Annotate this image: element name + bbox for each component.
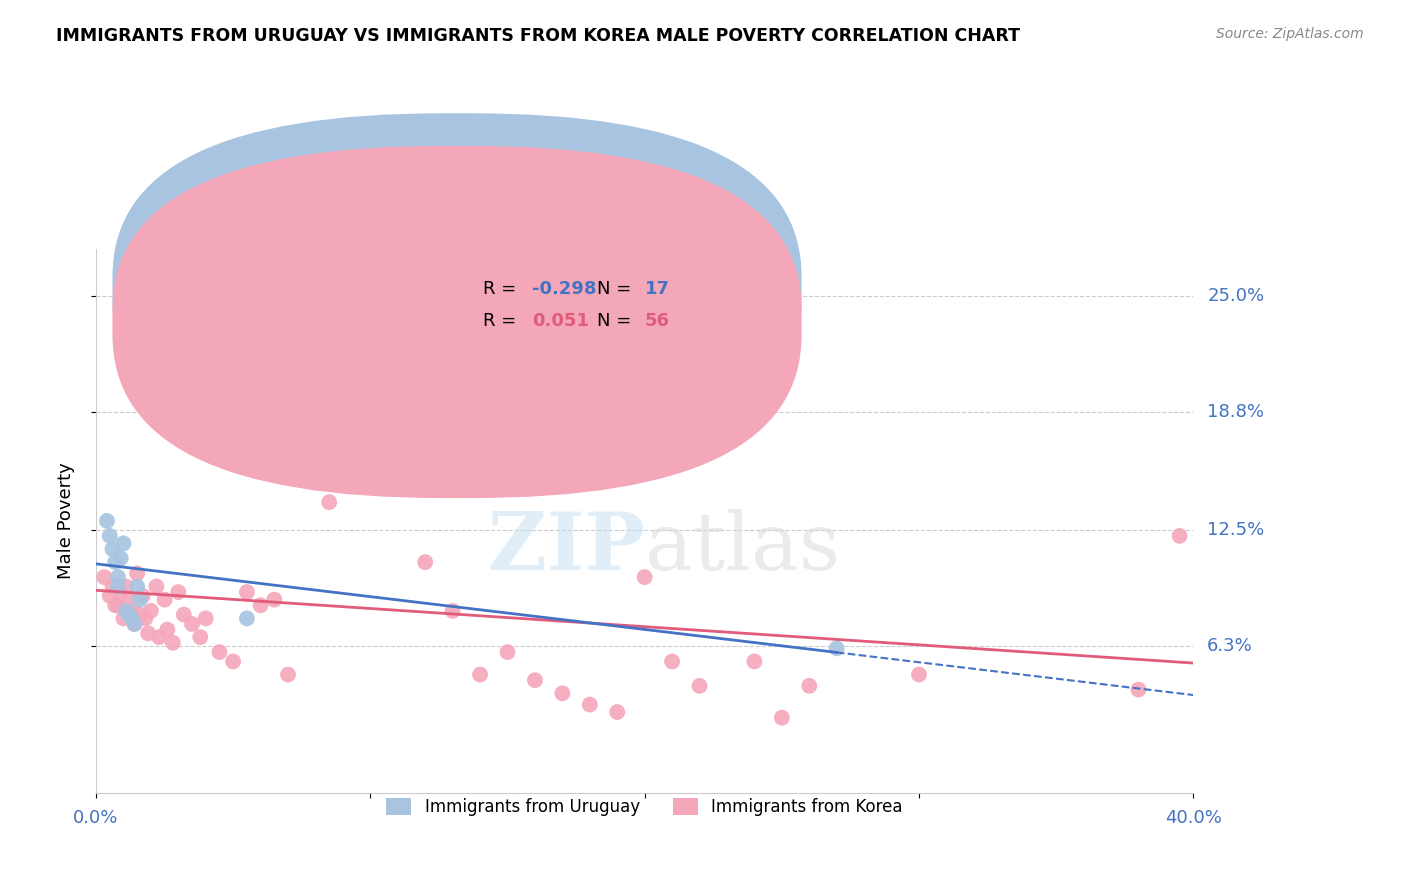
Text: 56: 56: [645, 312, 669, 330]
Point: [346, 392, 368, 406]
Point: [134, 611, 156, 625]
Point: [318, 495, 340, 509]
Point: [208, 645, 231, 659]
Point: [496, 645, 519, 659]
Point: [523, 673, 546, 688]
Text: 18.8%: 18.8%: [1208, 403, 1264, 421]
Point: [825, 641, 848, 656]
Text: ZIP: ZIP: [488, 509, 645, 587]
Point: [110, 585, 132, 599]
Text: Source: ZipAtlas.com: Source: ZipAtlas.com: [1216, 27, 1364, 41]
Text: -0.298: -0.298: [531, 280, 596, 298]
Point: [689, 679, 711, 693]
Point: [127, 566, 149, 581]
Point: [139, 383, 162, 397]
FancyBboxPatch shape: [420, 263, 733, 347]
Point: [551, 686, 574, 700]
Point: [236, 611, 259, 625]
Point: [96, 514, 118, 528]
Text: 40.0%: 40.0%: [1166, 809, 1222, 827]
Point: [167, 585, 190, 599]
Text: R =: R =: [484, 312, 529, 330]
Point: [304, 448, 326, 462]
Point: [124, 617, 146, 632]
Text: N =: N =: [598, 280, 637, 298]
Point: [124, 617, 146, 632]
Point: [127, 580, 149, 594]
Point: [277, 667, 299, 681]
Point: [107, 580, 129, 594]
Point: [98, 589, 121, 603]
Point: [413, 555, 436, 569]
Point: [606, 705, 628, 719]
Point: [115, 580, 138, 594]
Point: [236, 585, 259, 599]
Point: [194, 611, 217, 625]
Text: IMMIGRANTS FROM URUGUAY VS IMMIGRANTS FROM KOREA MALE POVERTY CORRELATION CHART: IMMIGRANTS FROM URUGUAY VS IMMIGRANTS FR…: [56, 27, 1021, 45]
Point: [173, 607, 195, 622]
Text: 0.0%: 0.0%: [73, 809, 118, 827]
Point: [118, 607, 141, 622]
Point: [112, 536, 135, 550]
Point: [121, 604, 143, 618]
Y-axis label: Male Poverty: Male Poverty: [58, 463, 75, 579]
Point: [249, 599, 271, 613]
Point: [121, 611, 143, 625]
Legend: Immigrants from Uruguay, Immigrants from Korea: Immigrants from Uruguay, Immigrants from…: [380, 791, 910, 822]
Text: 25.0%: 25.0%: [1208, 287, 1264, 305]
Point: [634, 570, 657, 584]
Point: [156, 623, 179, 637]
Point: [139, 604, 162, 618]
Point: [115, 604, 138, 618]
Point: [770, 711, 793, 725]
Point: [468, 667, 491, 681]
Point: [222, 655, 245, 669]
Point: [263, 592, 285, 607]
Point: [162, 636, 184, 650]
Point: [188, 630, 211, 644]
Point: [93, 570, 115, 584]
Point: [387, 439, 409, 453]
Point: [148, 630, 170, 644]
Point: [118, 592, 141, 607]
Point: [332, 410, 354, 425]
FancyBboxPatch shape: [112, 146, 801, 498]
Point: [129, 607, 152, 622]
Text: N =: N =: [598, 312, 637, 330]
Point: [1128, 682, 1150, 697]
Point: [104, 555, 127, 569]
Point: [1168, 529, 1191, 543]
Point: [129, 592, 152, 607]
Point: [107, 599, 129, 613]
Point: [908, 667, 931, 681]
Text: 17: 17: [645, 280, 669, 298]
Point: [181, 617, 204, 632]
Text: R =: R =: [484, 280, 523, 298]
FancyBboxPatch shape: [112, 113, 801, 466]
Point: [578, 698, 600, 712]
Point: [104, 599, 127, 613]
Point: [744, 655, 766, 669]
Point: [110, 551, 132, 566]
Point: [661, 655, 683, 669]
Point: [101, 541, 124, 556]
Point: [441, 604, 464, 618]
Point: [107, 570, 129, 584]
Point: [112, 611, 135, 625]
Text: 0.051: 0.051: [531, 312, 589, 330]
Point: [131, 589, 153, 603]
Point: [98, 529, 121, 543]
Point: [153, 592, 176, 607]
Text: atlas: atlas: [645, 509, 839, 587]
Point: [799, 679, 821, 693]
Text: 6.3%: 6.3%: [1208, 638, 1253, 656]
Point: [359, 364, 381, 378]
Point: [136, 626, 159, 640]
Point: [145, 580, 167, 594]
Text: 12.5%: 12.5%: [1208, 521, 1264, 540]
Point: [101, 580, 124, 594]
